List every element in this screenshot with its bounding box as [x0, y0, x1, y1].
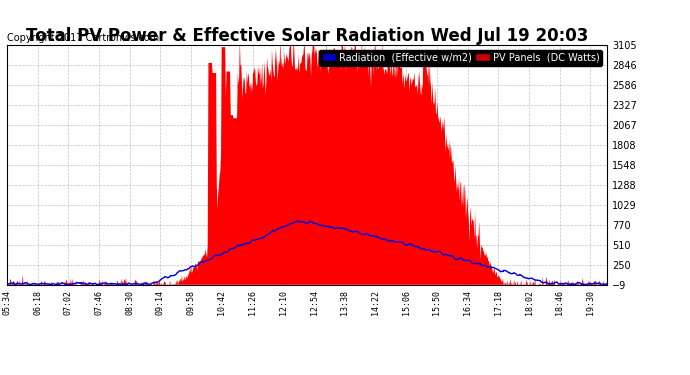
Title: Total PV Power & Effective Solar Radiation Wed Jul 19 20:03: Total PV Power & Effective Solar Radiati…	[26, 27, 589, 45]
Legend: Radiation  (Effective w/m2), PV Panels  (DC Watts): Radiation (Effective w/m2), PV Panels (D…	[319, 50, 602, 66]
Text: Copyright 2017 Cartronics.com: Copyright 2017 Cartronics.com	[7, 33, 159, 43]
